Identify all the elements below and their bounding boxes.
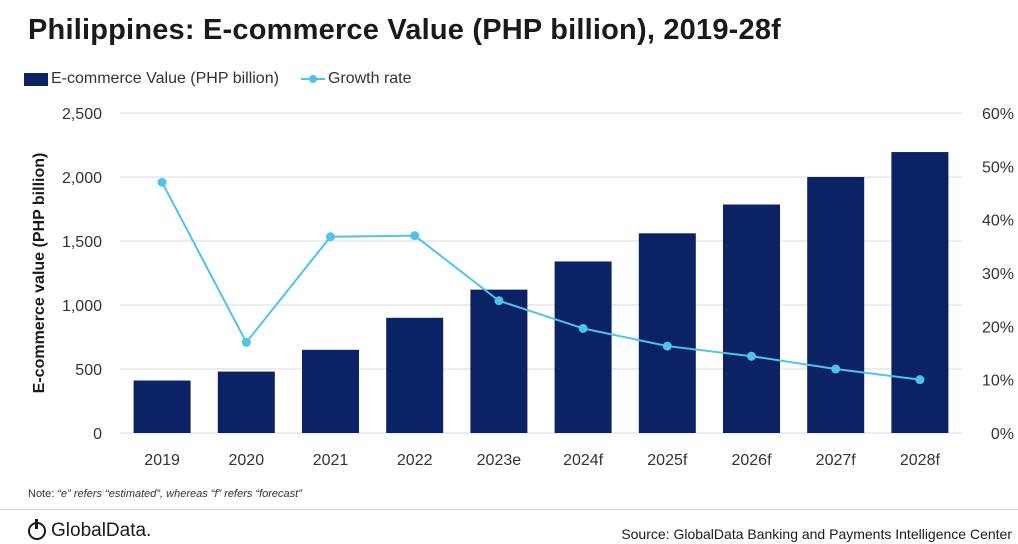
logo-text: GlobalData.	[51, 520, 152, 541]
bar	[554, 261, 612, 433]
bar	[470, 289, 528, 433]
footnote: Note: “e” refers “estimated”, whereas “f…	[28, 488, 302, 500]
legend-bar-swatch	[24, 72, 48, 86]
legend-line-label: Growth rate	[327, 70, 412, 87]
bar	[386, 317, 444, 433]
y-tick-label: 1,500	[62, 234, 102, 251]
y-axis-label: E-commerce value (PHP billion)	[31, 153, 48, 394]
bar	[807, 177, 865, 433]
growth-rate-line	[161, 181, 921, 381]
source-text: Source: GlobalData Banking and Payments …	[621, 526, 1012, 542]
growth-rate-point	[157, 177, 167, 187]
globaldata-logo: GlobalData.	[28, 519, 152, 542]
legend: E-commerce Value (PHP billion) Growth ra…	[24, 70, 434, 88]
x-tick-label: 2026f	[731, 452, 772, 469]
legend-bar-label: E-commerce Value (PHP billion)	[51, 70, 279, 87]
bar	[891, 152, 949, 434]
growth-rate-point	[410, 231, 420, 241]
chart-title: Philippines: E-commerce Value (PHP billi…	[28, 14, 782, 46]
x-tick-label: 2025f	[647, 452, 688, 469]
x-tick-label: 2028f	[900, 452, 941, 469]
y2-tick-label: 20%	[982, 319, 1014, 336]
y-tick-label: 1,000	[62, 298, 102, 315]
y-tick-label: 2,000	[62, 170, 102, 187]
bar	[217, 371, 275, 433]
growth-rate-point	[578, 323, 588, 333]
x-tick-label: 2021	[313, 452, 349, 469]
y2-tick-label: 50%	[982, 159, 1014, 176]
y2-tick-label: 0%	[991, 426, 1014, 443]
chart-plot: 0 500 1,000 1,500 2,000 2,500 0% 10% 20% 30% 40% 50…	[31, 106, 1014, 469]
y2-tick-label: 10%	[982, 373, 1014, 390]
growth-rate-point	[326, 232, 335, 242]
growth-rate-point	[662, 341, 672, 351]
x-tick-label: 2019	[144, 452, 180, 469]
y-tick-label: 500	[75, 362, 102, 379]
x-tick-label: 2024f	[563, 452, 604, 469]
growth-rate-point	[241, 337, 251, 347]
y-tick-label: 2,500	[62, 106, 102, 123]
globaldata-logo-icon	[28, 519, 46, 540]
y2-tick-label: 30%	[982, 266, 1014, 283]
y2-tick-label: 60%	[982, 106, 1014, 123]
x-tick-label: 2027f	[816, 452, 857, 469]
footer-divider	[0, 509, 1018, 510]
x-tick-label: 2022	[397, 452, 433, 469]
x-tick-label: 2023e	[477, 452, 522, 469]
y-tick-label: 0	[93, 426, 102, 443]
bar	[723, 204, 780, 433]
bar	[638, 233, 696, 433]
bar	[302, 349, 359, 433]
footnote-text: “e” refers “estimated”, whereas “f” refe…	[57, 488, 302, 500]
growth-rate-point	[831, 364, 841, 374]
legend-item-bar: E-commerce Value (PHP billion)	[24, 70, 279, 88]
x-tick-label: 2020	[229, 452, 265, 469]
bar	[133, 380, 191, 433]
growth-rate-point	[747, 351, 756, 361]
footnote-prefix: Note:	[28, 488, 55, 500]
growth-rate-point	[494, 296, 504, 306]
growth-rate-point	[915, 375, 925, 385]
legend-line-swatch	[300, 73, 325, 85]
y2-tick-label: 40%	[982, 213, 1014, 230]
legend-item-line: Growth rate	[300, 70, 412, 88]
